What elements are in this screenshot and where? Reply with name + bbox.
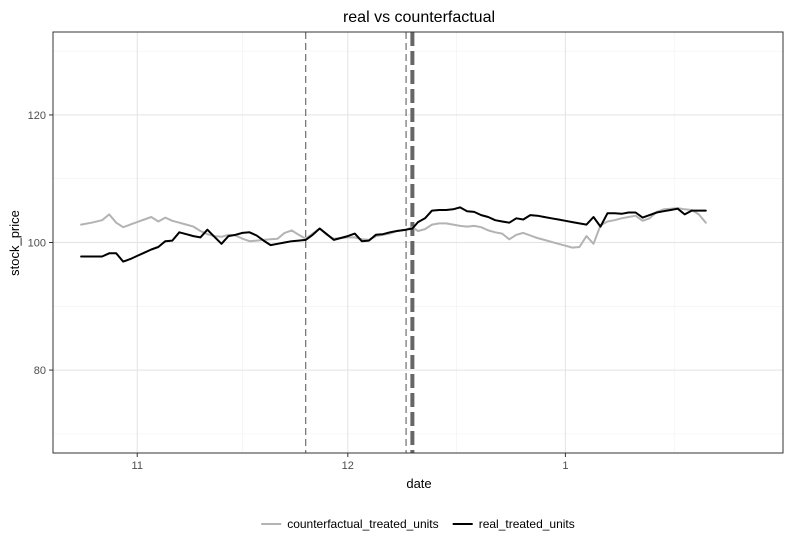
legend-label: counterfactual_treated_units (287, 517, 438, 531)
y-tick-label: 120 (28, 110, 46, 122)
series-line-real_treated_units (80, 206, 707, 263)
legend: counterfactual_treated_units real_treated… (261, 517, 575, 531)
x-tick-label: 1 (562, 460, 568, 472)
chart-title: real vs counterfactual (343, 9, 495, 26)
x-axis-title: date (406, 476, 431, 491)
legend-label: real_treated_units (479, 517, 575, 531)
panel-border (52, 31, 784, 454)
x-tick-label: 11 (132, 460, 143, 472)
legend-item: counterfactual_treated_units (261, 517, 439, 531)
legend-item: real_treated_units (452, 517, 575, 531)
plot-panel (49, 31, 784, 457)
y-tick-label: 100 (28, 238, 46, 250)
y-tick-label: 80 (34, 365, 46, 377)
x-tick-label: 12 (342, 460, 354, 472)
y-axis-title: stock_price (7, 210, 22, 276)
